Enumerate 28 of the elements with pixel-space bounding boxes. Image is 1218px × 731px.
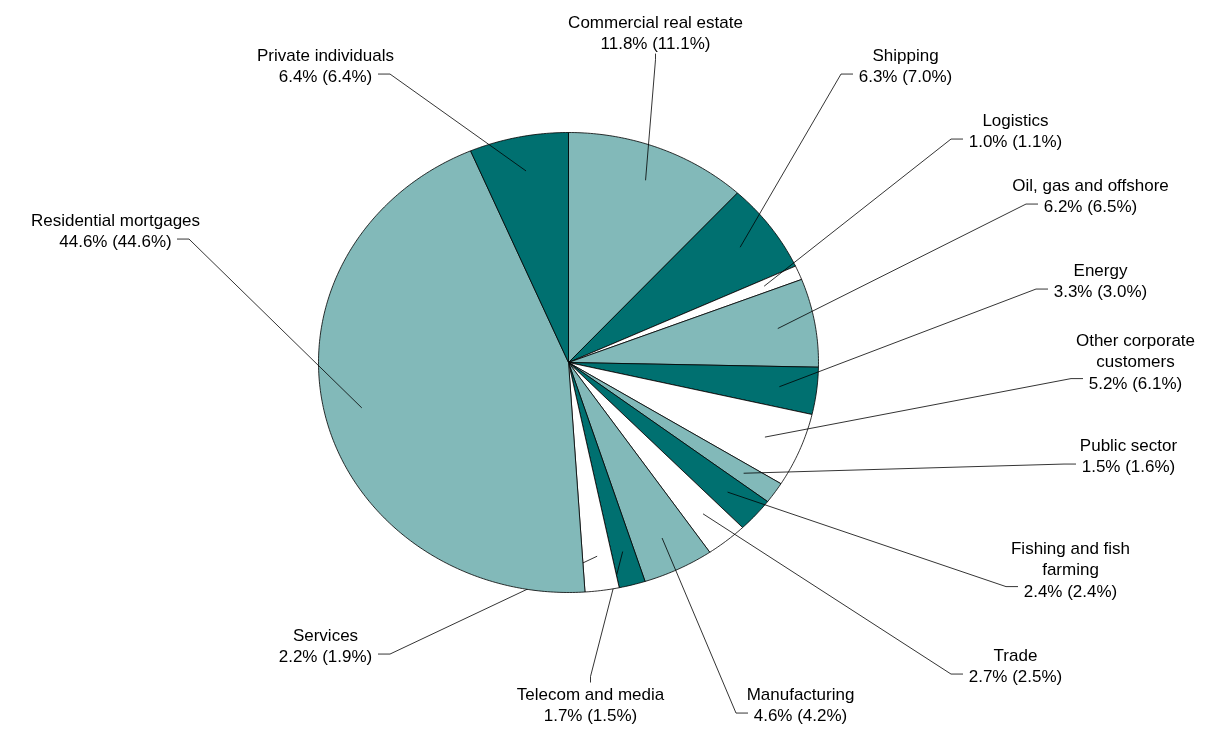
- slice-label: Private individuals: [256, 45, 395, 65]
- data-label: 4.6% (4.2%): [753, 706, 848, 726]
- data-label: 1.0% (1.1%): [968, 132, 1063, 152]
- data-label: 11.8% (11.1%): [600, 34, 711, 54]
- slice-label: Fishing and fish farming: [1010, 538, 1131, 580]
- data-label: 1.5% (1.6%): [1081, 457, 1176, 477]
- data-label: 2.4% (2.4%): [1023, 582, 1118, 602]
- data-label: 1.7% (1.5%): [543, 706, 638, 726]
- slice-label: Public sector: [1079, 435, 1178, 455]
- data-label: 6.2% (6.5%): [1043, 197, 1138, 217]
- slice-label: Energy: [1073, 260, 1128, 280]
- slice-label: Residential mortgages: [30, 210, 201, 230]
- data-label: 6.4% (6.4%): [278, 67, 373, 87]
- data-label: 2.2% (1.9%): [278, 647, 373, 667]
- data-label: 2.7% (2.5%): [968, 667, 1063, 687]
- slice-label: Shipping: [872, 45, 939, 65]
- data-label: 5.2% (6.1%): [1088, 374, 1183, 394]
- slice-label: Manufacturing: [746, 684, 855, 704]
- slice-label: Other corporate customers: [1075, 330, 1196, 372]
- data-label: 3.3% (3.0%): [1053, 282, 1148, 302]
- slice-label: Telecom and media: [516, 684, 665, 704]
- slice-label: Logistics: [982, 110, 1049, 130]
- data-label: 44.6% (44.6%): [59, 232, 172, 252]
- slice-label: Commercial real estate: [568, 12, 743, 32]
- slice-label: Services: [292, 625, 359, 645]
- slice-label: Trade: [993, 645, 1038, 665]
- slice-label: Oil, gas and offshore: [1012, 175, 1169, 195]
- data-label: 6.3% (7.0%): [858, 67, 953, 87]
